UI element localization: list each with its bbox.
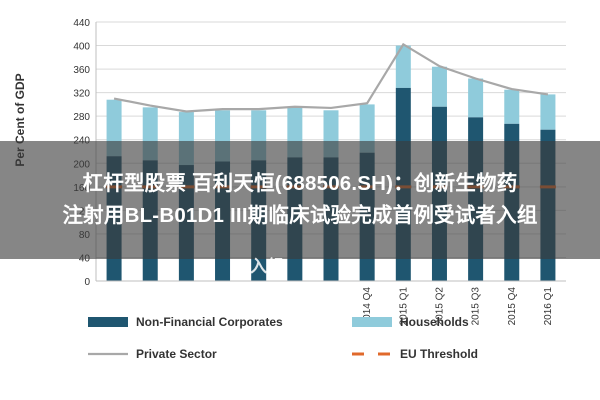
bar-households [540, 94, 556, 130]
title-banner-overlay: 杠杆型股票 百利天恒(688506.SH)：创新生物药 注射用BL-B01D1 … [0, 141, 600, 259]
line-private-sector [113, 42, 549, 113]
legend-swatch [88, 317, 128, 327]
y-tick-label: 320 [73, 89, 90, 100]
bar-households [468, 78, 484, 118]
y-tick-label: 440 [73, 18, 90, 29]
bar-households [504, 89, 520, 124]
legend-label: Households [400, 315, 469, 329]
legend-label: Private Sector [136, 347, 217, 361]
y-tick-label: 0 [84, 277, 90, 288]
legend-swatch [352, 317, 392, 327]
banner-line-3: 入组 [250, 257, 284, 276]
banner-line-1: 杠杆型股票 百利天恒(688506.SH)：创新生物药 [82, 172, 518, 195]
x-axis: 2014 Q4 2015 Q1 2015 Q2 2015 Q3 2015 Q4 2016 … [96, 280, 566, 326]
x-tick-label: 2014 Q4 [362, 287, 373, 326]
x-tick-label: 2016 Q1 [543, 287, 554, 326]
y-tick-label: 360 [73, 65, 90, 76]
x-tick-label: 2015 Q3 [471, 287, 482, 326]
legend-label: Non-Financial Corporates [136, 315, 283, 329]
y-tick-label: 280 [73, 112, 90, 123]
x-tick-label: 2015 Q2 [434, 287, 445, 326]
bar-households [431, 66, 447, 107]
banner-line-2: 注射用BL-B01D1 III期临床试验完成首例受试者入组 [62, 204, 538, 227]
legend-label: EU Threshold [400, 347, 478, 361]
x-tick-label: 2015 Q4 [507, 287, 518, 326]
bar-households [359, 104, 375, 153]
y-tick-label: 400 [73, 42, 90, 53]
x-tick-label: 2015 Q1 [398, 287, 409, 326]
legend: Non-Financial Corporates Households Privat… [88, 315, 478, 361]
bar-households [395, 45, 411, 88]
